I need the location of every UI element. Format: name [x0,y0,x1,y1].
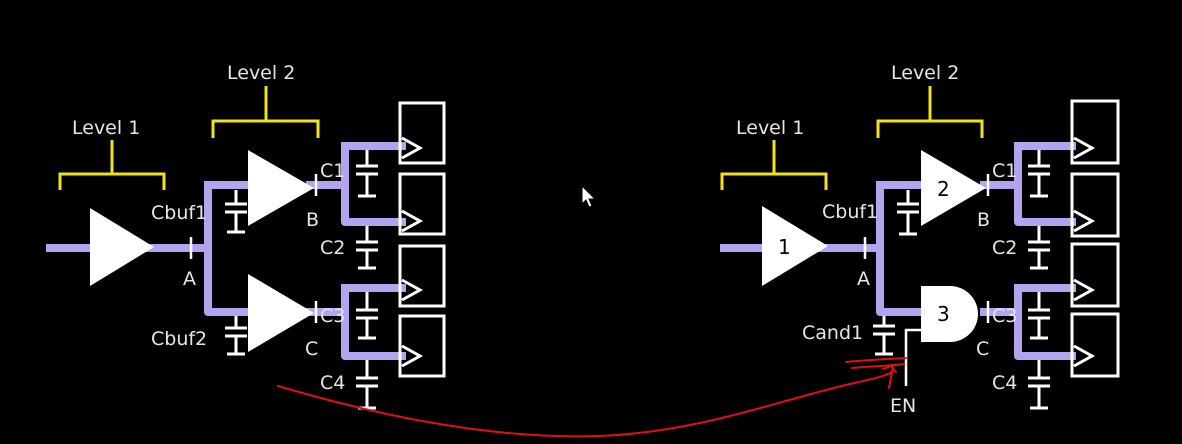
right-c3-capacitor-icon [1028,292,1050,340]
left-flip-flop-1-icon [398,101,446,165]
right-flip-flops [1070,99,1120,378]
left-circuit: Level 1 Level 2 A B C [46,62,446,410]
right-flip-flop-4-icon [1070,312,1120,378]
left-node-ticks [189,174,318,323]
right-node-a-label: A [857,268,870,290]
left-c4-label: C4 [320,372,345,394]
right-cbuf1-capacitor-icon [897,190,919,236]
left-flip-flop-3-icon [398,244,446,308]
right-enable-label: EN [890,395,916,417]
right-node-ticks [863,174,990,323]
left-flip-flop-4-icon [398,314,446,378]
right-flip-flop-2-icon [1070,172,1120,238]
right-buffer-1-icon [762,206,828,286]
left-cbuf1-label: Cbuf1 [151,202,207,224]
right-wires [720,142,1076,360]
left-node-a-label: A [183,268,196,290]
left-wires [46,142,406,360]
left-cbuf2-capacitor-icon [225,316,247,356]
right-c4-label: C4 [992,372,1017,394]
right-gate-3-label: 3 [937,302,950,326]
right-level1-label: Level 1 [736,117,804,139]
right-c1-capacitor-icon [1028,150,1050,198]
right-and-gate-3-icon [921,286,978,342]
left-cbuf2-label: Cbuf2 [151,328,207,350]
left-flip-flop-2-icon [398,172,446,236]
right-cbuf1-label: Cbuf1 [822,201,878,223]
mouse-pointer-icon [581,184,597,208]
right-cand1-capacitor-icon [873,316,895,356]
left-node-b-label: B [306,209,319,231]
left-level1-label: Level 1 [72,117,140,139]
left-c3-label: C3 [320,305,345,327]
left-c2-label: C2 [320,237,345,259]
right-circuit: Level 1 Level 2 A B C 1 2 3 [720,62,1120,417]
left-level1-buffer-icon [90,208,154,286]
left-node-c-label: C [305,338,318,360]
left-level2-buffer-top-icon [248,150,314,226]
right-level1-bracket [720,140,828,190]
right-c2-label: C2 [992,237,1017,259]
right-c2-capacitor-icon [1028,226,1050,270]
left-c1-label: C1 [320,160,345,182]
left-level1-bracket [58,140,166,190]
right-buffer-2-icon [921,150,986,226]
left-level2-bracket [211,86,320,138]
left-level2-buffer-bottom-icon [248,274,314,352]
right-enable-wire [904,328,922,386]
left-level2-label: Level 2 [227,62,295,84]
right-c1-label: C1 [992,160,1017,182]
right-capacitors [873,150,1050,410]
right-gate-2-label: 2 [937,177,950,201]
right-c3-label: C3 [992,305,1017,327]
left-c3-capacitor-icon [356,292,378,340]
right-node-b-label: B [977,209,990,231]
left-capacitors [225,150,378,410]
left-c1-capacitor-icon [356,150,378,198]
right-level2-label: Level 2 [891,62,959,84]
right-node-c-label: C [976,338,989,360]
right-c4-capacitor-icon [1028,360,1050,410]
right-level2-bracket [876,86,984,138]
right-flip-flop-3-icon [1070,242,1120,308]
left-flip-flops [398,101,446,378]
left-c2-capacitor-icon [356,226,378,270]
red-annotation-arrow [277,357,907,438]
left-c4-capacitor-icon [356,360,378,410]
right-flip-flop-1-icon [1070,99,1120,165]
right-gate-1-label: 1 [778,235,791,259]
right-cand1-label: Cand1 [802,322,863,344]
left-cbuf1-capacitor-icon [225,190,247,234]
